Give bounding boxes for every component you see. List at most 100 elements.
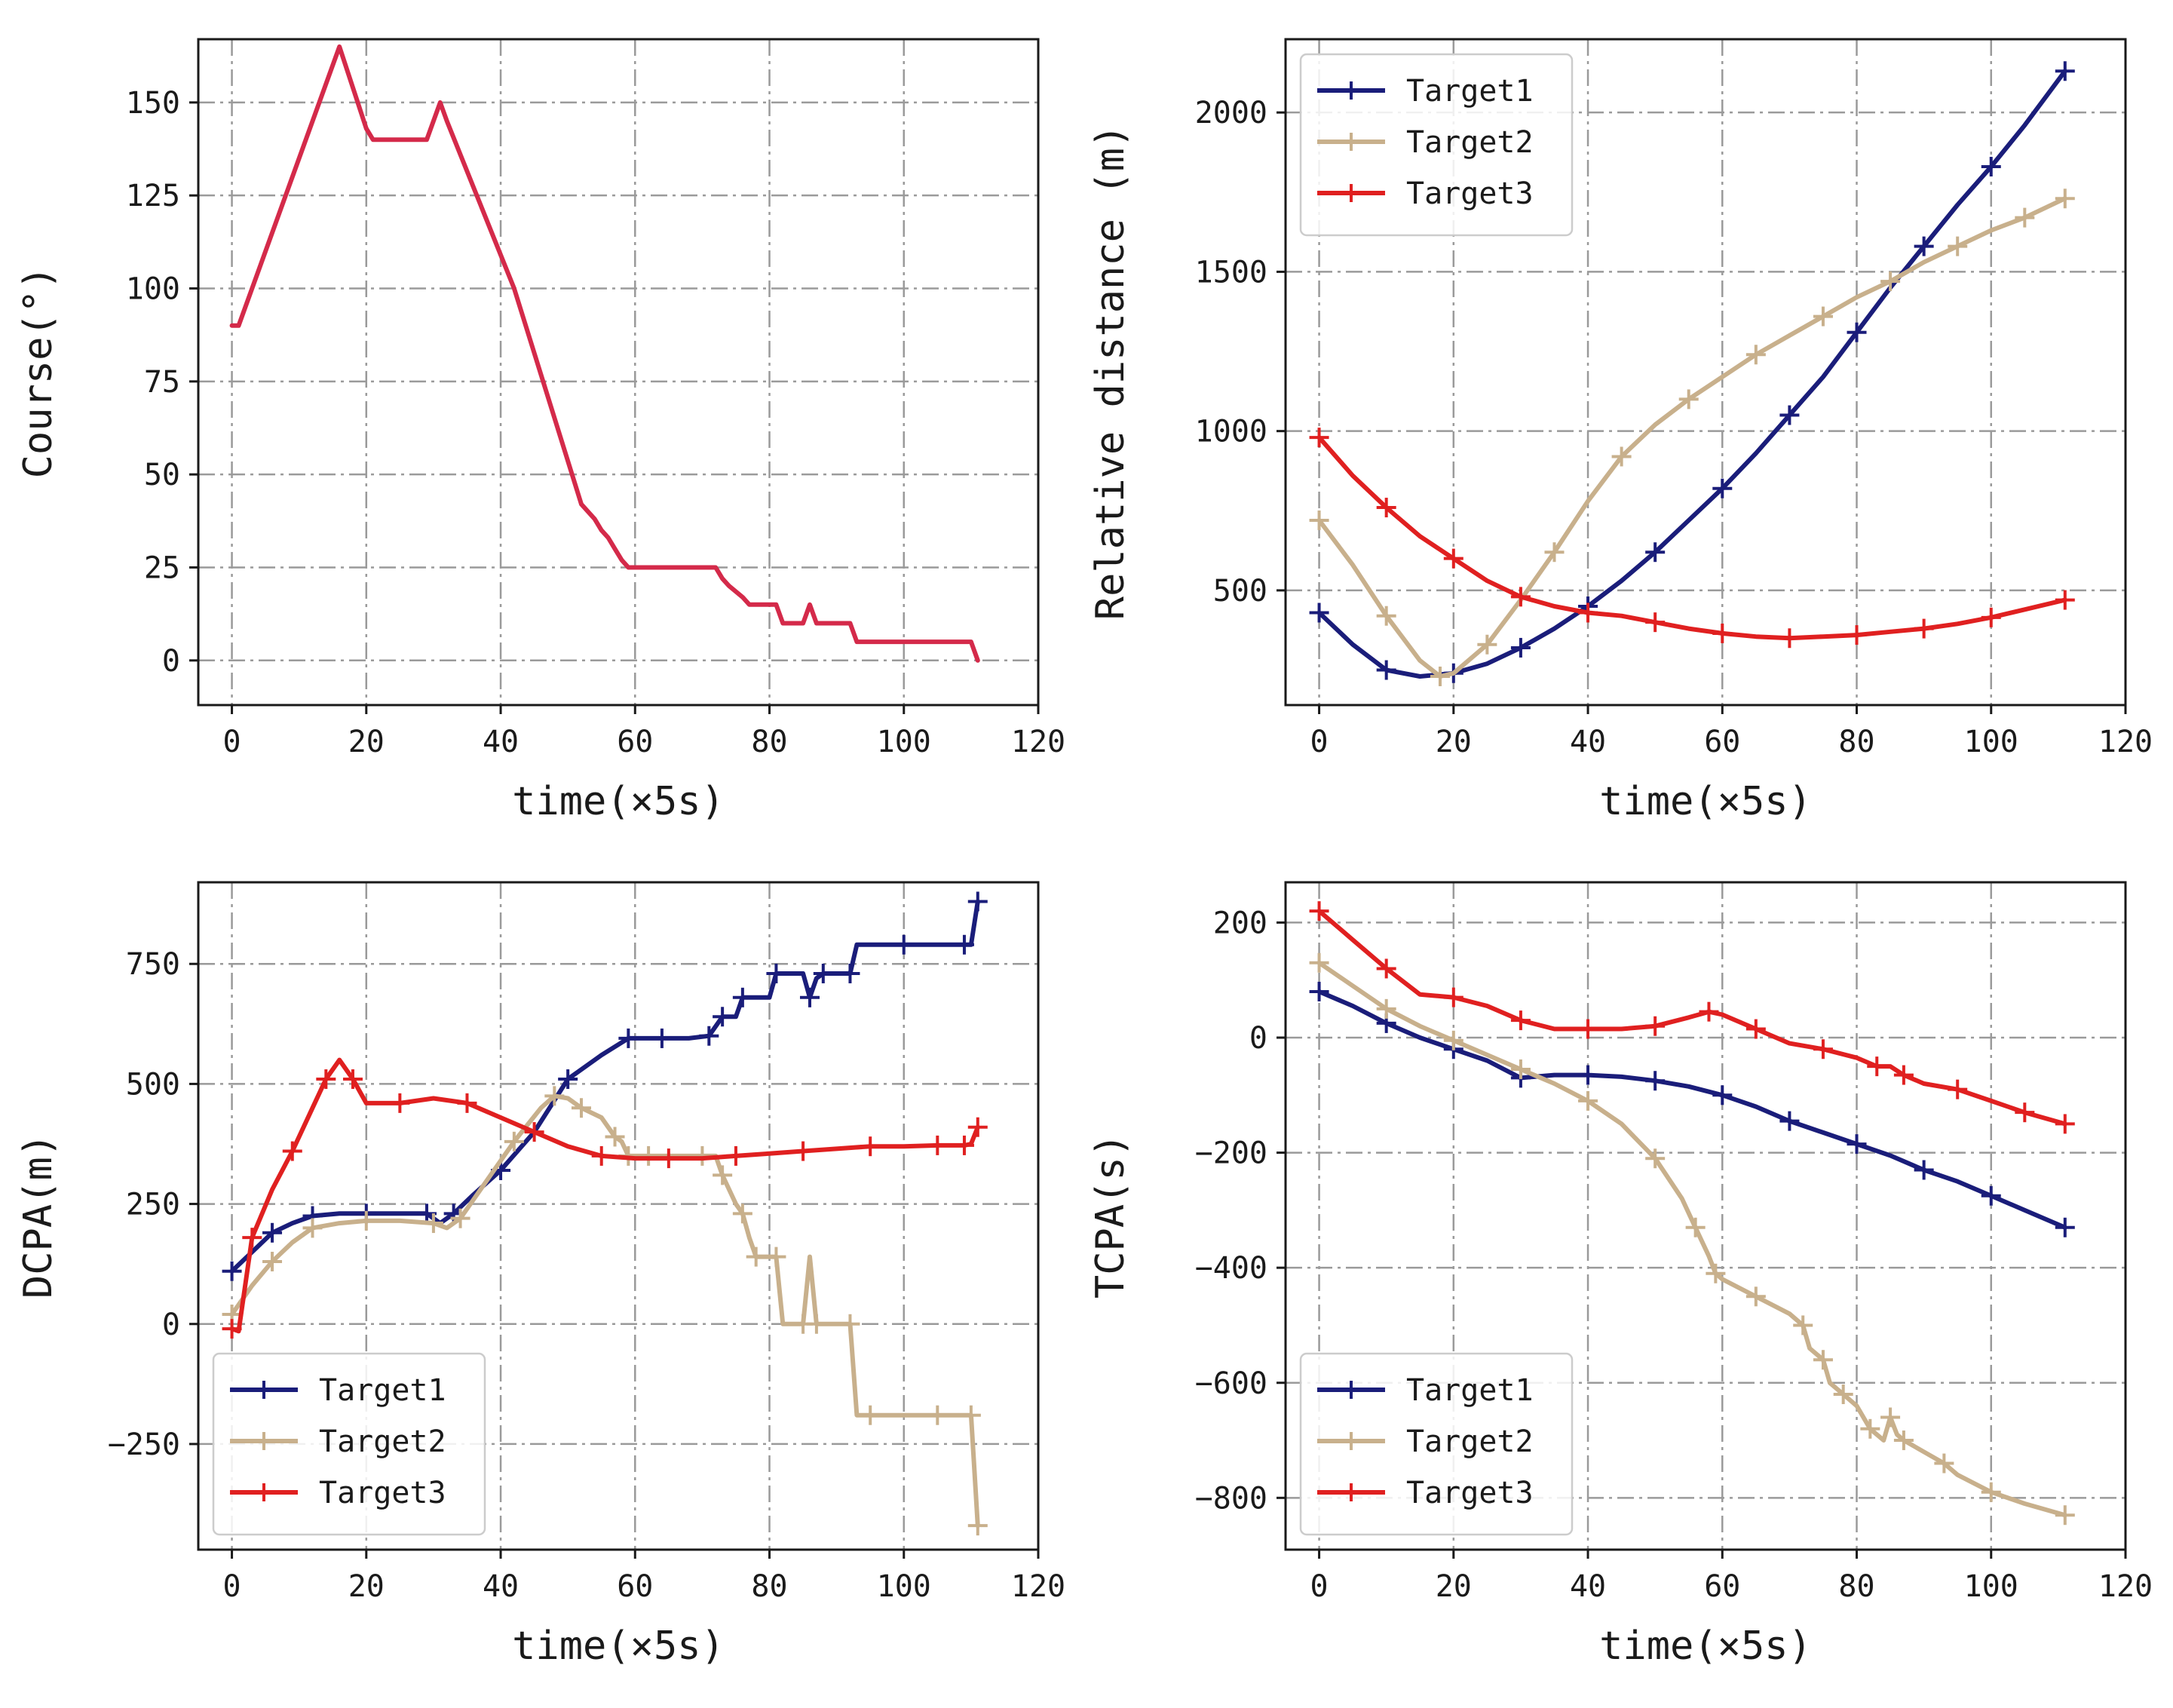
y-tick-label: −600 [1195, 1366, 1267, 1401]
x-tick-label: 80 [1838, 725, 1874, 759]
plot-frame [197, 38, 1040, 707]
chart-tcpa: 0 20 40 60 80 100 120 −800 −600 −400 −200 0 200 time(… [1088, 881, 2153, 1669]
data-point [860, 1136, 881, 1157]
data-point [1578, 1090, 1598, 1111]
data-point [571, 1098, 591, 1118]
x-tick-label: 80 [751, 1569, 787, 1604]
series-target2 [1309, 189, 2075, 686]
data-point [1309, 981, 1329, 1001]
data-point [262, 1251, 283, 1271]
data-point [860, 1405, 881, 1425]
x-tick-label: 120 [1011, 1569, 1065, 1604]
data-point [2055, 1505, 2075, 1526]
legend-label: Target2 [1406, 1424, 1534, 1459]
series-target2 [1309, 952, 2075, 1526]
series-target1 [222, 891, 988, 1281]
data-point [1510, 1059, 1531, 1079]
x-tick-label: 120 [2098, 725, 2153, 759]
data-point [1847, 1134, 1867, 1155]
x-tick-label: 20 [348, 725, 385, 759]
y-tick-label: 150 [126, 86, 180, 121]
y-tick-label: 200 [1213, 906, 1267, 940]
y-tick-label: 500 [1213, 574, 1267, 609]
data-point [1699, 1001, 1719, 1022]
x-tick-label: 20 [1436, 725, 1472, 759]
plot-frame [1284, 881, 2127, 1551]
x-tick-label: 0 [1310, 1569, 1329, 1604]
series-line [1316, 196, 2067, 679]
data-point [1948, 236, 1968, 256]
legend-label: Target1 [319, 1373, 446, 1408]
y-tick-label: 1000 [1195, 415, 1267, 449]
x-tick-label: 60 [617, 725, 653, 759]
y-axis-label: TCPA(s) [1088, 1133, 1133, 1299]
data-point [222, 1319, 242, 1339]
data-point [1793, 1315, 1813, 1335]
series-line [1316, 435, 2067, 641]
data-point [457, 1093, 477, 1113]
y-axis-label: DCPA(m) [16, 1133, 61, 1299]
data-point [1914, 236, 1934, 256]
data-point [1376, 498, 1396, 518]
legend-label: Target3 [1406, 176, 1534, 211]
y-tick-label: 0 [162, 644, 180, 679]
legend-label: Target3 [319, 1476, 446, 1510]
data-point [1376, 606, 1396, 626]
data-point [591, 1145, 611, 1166]
data-point [1376, 958, 1396, 979]
data-point [2055, 189, 2075, 209]
data-point [316, 1069, 336, 1090]
y-tick-label: 2000 [1195, 96, 1267, 130]
series-target3 [222, 1057, 988, 1339]
data-point [1309, 952, 1329, 973]
data-point [1779, 1111, 1800, 1131]
data-point [2015, 207, 2035, 228]
data-point [793, 1141, 814, 1161]
data-point [1948, 1079, 1968, 1099]
data-point [390, 1093, 410, 1113]
x-tick-label: 20 [1436, 1569, 1472, 1604]
legend-item: Target2 [1317, 125, 1534, 160]
data-point [1645, 542, 1666, 563]
series-target1 [1309, 981, 2075, 1237]
data-point [1430, 666, 1450, 686]
data-point [222, 1261, 242, 1281]
legend-item: Target2 [1317, 1424, 1534, 1459]
y-tick-label: 250 [126, 1188, 180, 1222]
data-point [524, 1122, 544, 1142]
x-tick-label: 80 [1838, 1569, 1874, 1604]
data-point [1309, 901, 1329, 921]
x-tick-label: 40 [483, 725, 519, 759]
x-tick-label: 120 [2098, 1569, 2153, 1604]
series-target3 [1309, 901, 2075, 1134]
x-axis-label: time(×5s) [512, 779, 725, 824]
data-point [356, 1210, 376, 1231]
data-point [927, 1405, 948, 1425]
data-point [1860, 1418, 1880, 1439]
data-point [1510, 587, 1531, 607]
data-point [1893, 1430, 1914, 1451]
y-tick-label: 125 [126, 179, 180, 213]
data-point [1934, 1453, 1954, 1473]
data-point [840, 963, 860, 983]
data-point [1847, 625, 1867, 645]
plot-area [198, 39, 1038, 705]
x-tick-label: 60 [1704, 1569, 1740, 1604]
data-point [1712, 1085, 1733, 1105]
data-point [1443, 987, 1463, 1007]
y-tick-label: 1500 [1195, 255, 1267, 290]
data-point [732, 987, 752, 1007]
data-point [1645, 612, 1666, 633]
data-point [967, 1516, 988, 1536]
data-point [766, 1247, 786, 1267]
legend-label: Target1 [1406, 74, 1534, 109]
x-axis-label: time(×5s) [512, 1624, 725, 1669]
x-tick-label: 100 [1964, 725, 2018, 759]
data-point [1779, 628, 1800, 649]
series-line [229, 1057, 980, 1334]
data-point [618, 1028, 639, 1048]
x-tick-label: 40 [483, 1569, 519, 1604]
y-tick-label: 100 [126, 272, 180, 307]
data-point [961, 1405, 981, 1425]
